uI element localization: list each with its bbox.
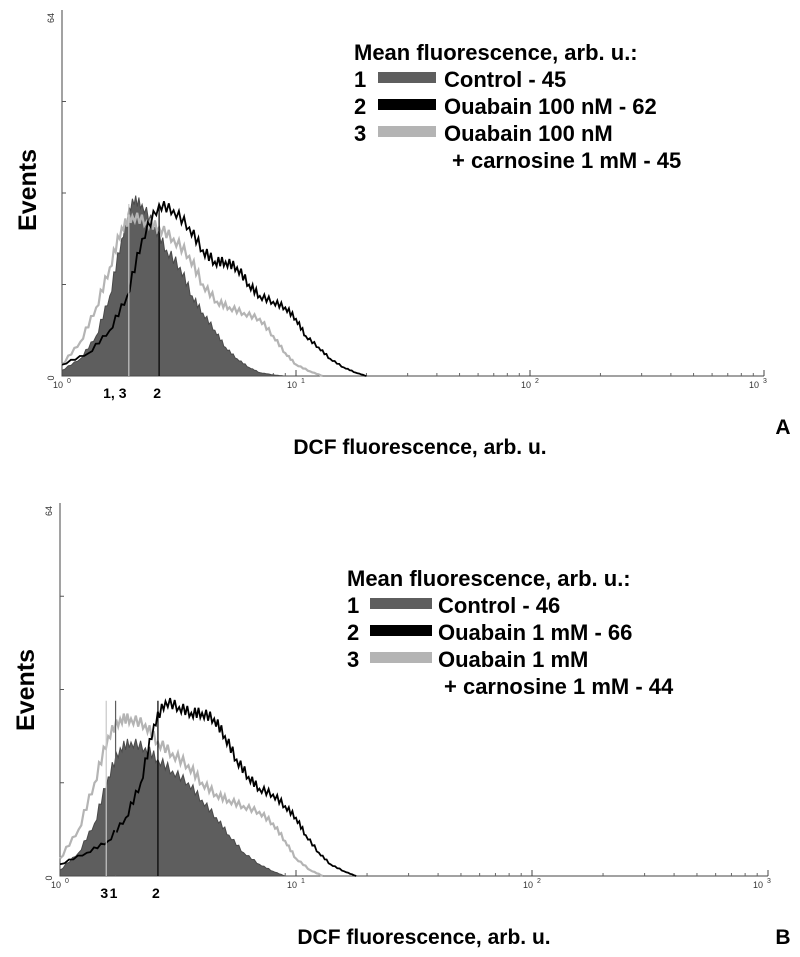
y-axis-label: Events	[14, 149, 42, 231]
legend-number: 1	[354, 67, 366, 92]
legend-text: + carnosine 1 mM - 44	[444, 674, 674, 699]
x-tick-label: 10 0	[53, 378, 71, 390]
legend-text: Ouabain 100 nM - 62	[444, 94, 657, 119]
legend: Mean fluorescence, arb. u.:1 Control - 46…	[347, 566, 674, 699]
legend-text: Ouabain 1 mM - 66	[438, 620, 632, 645]
x-tick-base: 10	[749, 380, 759, 390]
legend-number: 1	[347, 593, 359, 618]
mean-marker-label: 3	[100, 885, 108, 901]
series-area-0	[61, 195, 286, 377]
x-tick-base: 10	[287, 380, 297, 390]
y-tick-label: 0	[46, 375, 56, 380]
x-tick-base: 10	[753, 880, 763, 890]
x-tick-label: 10 2	[521, 378, 539, 390]
x-tick-base: 10	[287, 880, 297, 890]
x-tick-exponent: 0	[67, 378, 71, 385]
legend-number: 3	[354, 121, 366, 146]
y-axis-label: Events	[12, 649, 40, 731]
x-tick-exponent: 1	[301, 878, 305, 885]
y-tick-label: 0	[44, 875, 54, 880]
x-axis-label: DCF fluorescence, arb. u.	[293, 436, 546, 459]
panel-label: B	[775, 926, 790, 949]
x-tick-label: 10 1	[287, 378, 305, 390]
y-tick-label: 64	[46, 13, 56, 23]
x-axis-label: DCF fluorescence, arb. u.	[297, 926, 550, 949]
series-line-1	[59, 697, 357, 877]
x-tick-label: 10 1	[287, 878, 305, 890]
x-tick-base: 10	[51, 880, 61, 890]
x-tick-exponent: 3	[763, 378, 767, 385]
x-tick-exponent: 2	[537, 878, 541, 885]
legend-swatch	[370, 652, 432, 663]
legend-text: Control - 45	[444, 67, 566, 92]
legend-number: 3	[347, 647, 359, 672]
mean-marker-label: 2	[152, 885, 160, 901]
x-tick-base: 10	[521, 380, 531, 390]
series-line-2	[61, 212, 324, 378]
mean-marker-label: 1	[110, 885, 118, 901]
legend-text: Ouabain 100 nM	[444, 121, 613, 146]
legend-swatch	[378, 99, 436, 110]
legend-title: Mean fluorescence, arb. u.:	[347, 566, 631, 591]
x-tick-exponent: 1	[301, 378, 305, 385]
legend-number: 2	[347, 620, 359, 645]
mean-marker-label: 1, 3	[103, 385, 127, 401]
x-tick-exponent: 0	[65, 878, 69, 885]
legend-entry-1: 1 Control - 45	[354, 67, 566, 92]
x-tick-exponent: 3	[767, 878, 771, 885]
x-tick-label: 10 2	[523, 878, 541, 890]
x-tick-label: 10 3	[753, 878, 771, 890]
legend-entry-2: 2 Ouabain 1 mM - 66	[347, 620, 632, 645]
legend-number: 2	[354, 94, 366, 119]
legend-swatch	[370, 625, 432, 636]
legend-text: + carnosine 1 mM - 45	[452, 148, 681, 173]
legend-title: Mean fluorescence, arb. u.:	[354, 40, 638, 65]
x-tick-label: 10 0	[51, 878, 69, 890]
legend: Mean fluorescence, arb. u.:1 Control - 45…	[354, 40, 681, 173]
mean-marker-label: 2	[153, 385, 161, 401]
panel-label: A	[775, 416, 790, 439]
x-tick-base: 10	[53, 380, 63, 390]
legend-swatch	[378, 126, 436, 137]
legend-entry-1: 1 Control - 46	[347, 593, 560, 618]
legend-swatch	[378, 72, 436, 83]
series-line-1	[61, 201, 367, 377]
legend-entry-3: 3 Ouabain 100 nM+ carnosine 1 mM - 45	[354, 121, 681, 173]
legend-text: Control - 46	[438, 593, 560, 618]
legend-entry-2: 2 Ouabain 100 nM - 62	[354, 94, 657, 119]
y-tick-label: 64	[44, 506, 54, 516]
legend-entry-3: 3 Ouabain 1 mM+ carnosine 1 mM - 44	[347, 647, 674, 699]
x-tick-label: 10 3	[749, 378, 767, 390]
legend-swatch	[370, 598, 432, 609]
legend-text: Ouabain 1 mM	[438, 647, 588, 672]
x-tick-base: 10	[523, 880, 533, 890]
series-area-0	[59, 738, 286, 877]
x-tick-exponent: 2	[535, 378, 539, 385]
series-line-2	[59, 713, 324, 878]
